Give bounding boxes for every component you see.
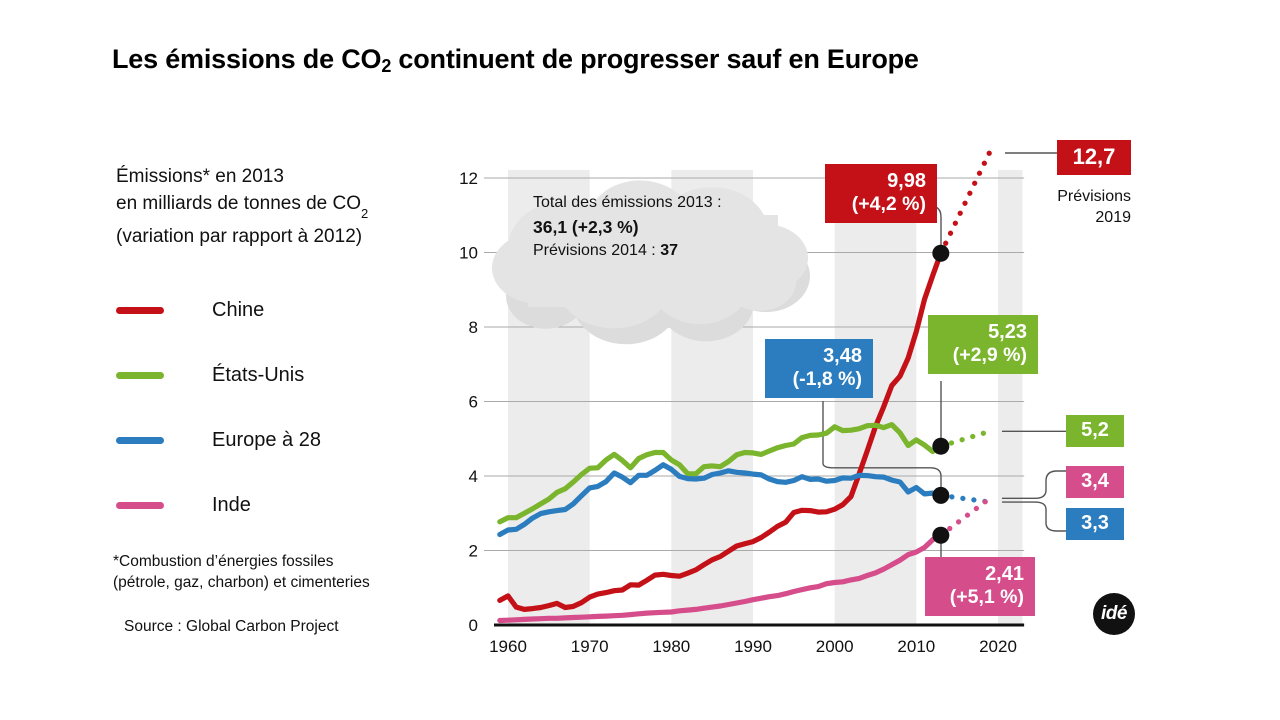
lead-line-1: Émissions* en 2013 [116, 166, 284, 187]
legend-swatch-europe [116, 437, 164, 444]
legend-label-etats-unis: États-Unis [212, 364, 305, 386]
svg-text:2020: 2020 [979, 637, 1017, 656]
lead-line-2-text: en milliards de tonnes de CO [116, 193, 362, 214]
lead-subscript: 2 [361, 205, 369, 221]
callout-etats-unis-change: (+2,9 %) [952, 344, 1027, 366]
series-lines [497, 250, 944, 624]
cloud-callout-text: Total des émissions 2013 : 36,1 (+2,3 %)… [533, 191, 813, 263]
legend-item-chine: Chine [116, 278, 456, 343]
svg-text:6: 6 [469, 393, 478, 412]
callout-europe-value: 3,48 [823, 345, 862, 367]
callout-europe-change: (-1,8 %) [792, 368, 862, 390]
svg-text:2010: 2010 [897, 637, 935, 656]
legend-item-europe: Europe à 28 [116, 408, 456, 473]
legend-item-etats-unis: États-Unis [116, 343, 456, 408]
forecast-caption: Prévisions 2019 [1031, 186, 1131, 228]
svg-text:8: 8 [469, 318, 478, 337]
forecast-caption-line-1: Prévisions [1057, 188, 1131, 205]
callout-chine-value: 9,98 [887, 170, 926, 192]
footnote: *Combustion d’énergies fossiles (pétrole… [113, 551, 463, 593]
value-markers [932, 244, 950, 544]
svg-text:0: 0 [469, 616, 478, 635]
page-title: Les émissions de CO2 continuent de progr… [112, 44, 1172, 76]
footnote-line-2: (pétrole, gaz, charbon) et cimenteries [113, 574, 370, 591]
legend-label-europe: Europe à 28 [212, 429, 321, 451]
svg-text:1990: 1990 [734, 637, 772, 656]
legend-swatch-etats-unis [116, 372, 164, 379]
callout-inde-change: (+5,1 %) [949, 586, 1024, 608]
forecast-badge-inde: 3,4 [1066, 466, 1124, 498]
legend-swatch-chine [116, 307, 164, 314]
svg-text:10: 10 [459, 244, 478, 263]
callout-chine-change: (+4,2 %) [851, 193, 926, 215]
legend-swatch-inde [116, 502, 164, 509]
callout-etats-unis-value: 5,23 [988, 321, 1027, 343]
forecast-caption-line-2: 2019 [1095, 209, 1131, 226]
ide-logo: idé [1093, 593, 1135, 635]
cloud-line-3: Prévisions 2014 : 37 [533, 239, 813, 263]
callout-inde: 2,41 (+5,1 %) [925, 557, 1035, 616]
svg-text:2: 2 [469, 542, 478, 561]
callout-inde-value: 2,41 [985, 563, 1024, 585]
callout-europe: 3,48 (-1,8 %) [765, 339, 873, 398]
svg-text:2000: 2000 [816, 637, 854, 656]
cloud-callout-shape [492, 180, 810, 345]
callout-etats-unis: 5,23 (+2,9 %) [928, 315, 1038, 374]
title-part-2: continuent de progresser sauf en Europe [391, 44, 919, 74]
tick-labels: 0 2 4 6 8 10 12 1960 1970 1980 1990 2000 2010 2020 [459, 169, 1017, 656]
cloud-line-1: Total des émissions 2013 : [533, 194, 722, 211]
legend-item-inde: Inde [116, 473, 456, 538]
forecast-dotted-lines [938, 149, 993, 538]
axes [484, 177, 1025, 627]
forecast-badge-europe: 3,3 [1066, 508, 1124, 540]
legend-label-chine: Chine [212, 299, 265, 321]
title-part-1: Les émissions de CO [112, 44, 382, 74]
callout-chine: 9,98 (+4,2 %) [825, 164, 937, 223]
cloud-line-3-label: Prévisions 2014 : [533, 242, 661, 259]
cloud-line-3-value: 37 [660, 242, 678, 259]
forecast-badge-etats-unis: 5,2 [1066, 415, 1124, 447]
svg-text:12: 12 [459, 169, 478, 188]
svg-text:1970: 1970 [571, 637, 609, 656]
svg-text:4: 4 [469, 467, 478, 486]
legend-label-inde: Inde [212, 494, 251, 516]
lead-line-3: (variation par rapport à 2012) [116, 225, 363, 247]
footnote-line-1: *Combustion d’énergies fossiles [113, 553, 334, 570]
source-note: Source : Global Carbon Project [124, 618, 339, 635]
svg-text:1960: 1960 [489, 637, 527, 656]
lead-text: Émissions* en 2013 en milliards de tonne… [116, 163, 456, 250]
lead-line-2: en milliards de tonnes de CO2 [116, 190, 456, 223]
forecast-badge-chine: 12,7 [1057, 140, 1131, 175]
svg-text:1980: 1980 [652, 637, 690, 656]
cloud-line-2: 36,1 (+2,3 %) [533, 217, 639, 237]
legend: Chine États-Unis Europe à 28 Inde [116, 278, 456, 538]
leader-lines [822, 152, 1066, 557]
title-subscript: 2 [381, 56, 392, 76]
